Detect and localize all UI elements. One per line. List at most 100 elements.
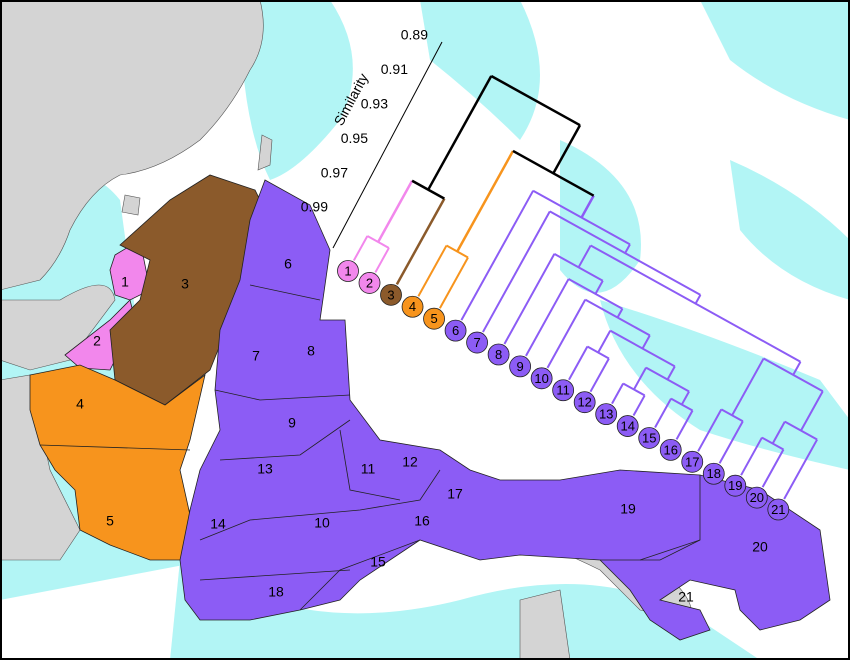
branch — [549, 210, 701, 296]
branch — [731, 357, 765, 416]
leaf-label: 7 — [473, 335, 480, 350]
leaf-label: 15 — [642, 430, 656, 445]
leaf-circle — [702, 462, 725, 485]
region-label: 11 — [361, 461, 376, 477]
leaf-label: 21 — [771, 502, 785, 517]
tick-label: 0.89 — [401, 27, 428, 43]
branch — [654, 398, 672, 428]
leaf-circle — [337, 260, 359, 282]
branch — [503, 253, 556, 345]
branch — [792, 361, 802, 376]
region-label: 14 — [210, 516, 226, 532]
leaf-label: 10 — [534, 371, 548, 386]
branch — [417, 245, 448, 297]
branch — [697, 408, 723, 452]
leaf-circle — [767, 498, 790, 521]
branch — [740, 437, 763, 476]
leaf-circle — [509, 355, 532, 378]
leaf-label: 16 — [664, 442, 678, 457]
leaf-circle — [595, 403, 618, 426]
tick-label: 0.97 — [321, 164, 348, 180]
region-label: 5 — [106, 513, 114, 529]
leaf-label: 14 — [620, 418, 634, 433]
branch — [490, 74, 581, 127]
region-label: 19 — [620, 501, 636, 517]
region-label: 9 — [288, 415, 296, 431]
branch — [377, 180, 414, 243]
branch — [784, 420, 818, 441]
branch — [552, 124, 582, 174]
branch — [395, 198, 446, 285]
axis-line — [332, 41, 443, 249]
branch — [352, 235, 369, 261]
region-label: 2 — [93, 333, 101, 349]
branch — [525, 278, 570, 357]
tick-label: 0.91 — [381, 61, 408, 77]
branch — [680, 390, 690, 406]
leaf-label: 1 — [344, 263, 351, 278]
branch — [616, 308, 624, 318]
region-label: 20 — [752, 539, 768, 555]
branch — [589, 357, 610, 393]
leaf-circle — [380, 283, 402, 306]
branch — [666, 365, 676, 381]
leaf-circle — [638, 427, 661, 449]
leaf-circle — [487, 343, 510, 366]
branch — [624, 243, 631, 254]
leaf-label: 6 — [452, 323, 459, 338]
region-label: 10 — [314, 515, 330, 531]
branch — [771, 421, 786, 445]
branch — [718, 420, 744, 464]
leaf-label: 18 — [707, 466, 721, 481]
branch — [456, 150, 515, 253]
branch — [482, 210, 551, 333]
leaf-label: 12 — [577, 395, 591, 410]
tick-label: 0.95 — [341, 130, 368, 146]
leaf-circle — [573, 391, 596, 414]
branch — [586, 345, 610, 360]
branch — [580, 195, 595, 219]
region-label: 3 — [181, 276, 189, 292]
branch — [439, 256, 469, 309]
branch — [460, 190, 535, 321]
leaf-label: 13 — [599, 407, 613, 422]
region-label: 1 — [121, 274, 129, 290]
leaf-label: 19 — [728, 478, 742, 493]
leaf-circle — [616, 415, 639, 437]
branch — [427, 75, 493, 191]
leaf-circle — [552, 379, 575, 402]
branch — [590, 244, 801, 363]
leaf-label: 4 — [409, 299, 416, 314]
tick-label: 0.99 — [301, 199, 328, 215]
leaf-label: 11 — [556, 383, 570, 398]
tick-label: 0.93 — [361, 96, 388, 112]
branch — [597, 330, 612, 353]
leaf-label: 5 — [430, 311, 437, 326]
region-label: 17 — [447, 486, 463, 502]
region-label: 8 — [307, 343, 315, 359]
region-label: 15 — [370, 554, 386, 570]
leaf-label: 9 — [517, 359, 524, 374]
region-shape — [179, 179, 831, 641]
branch — [594, 280, 604, 295]
branch — [546, 299, 587, 369]
region-label: 16 — [414, 513, 430, 529]
leaf-label: 2 — [366, 275, 373, 290]
dendrogram — [352, 74, 824, 500]
leaf-label: 3 — [387, 287, 394, 302]
leaf-circle — [466, 331, 488, 354]
branch — [761, 449, 785, 488]
region-label: 21 — [678, 589, 694, 605]
regions — [29, 174, 831, 641]
branch — [374, 247, 390, 273]
branch — [633, 367, 647, 390]
branch — [675, 410, 694, 440]
branch — [611, 383, 625, 405]
leaf-circle — [681, 450, 704, 473]
branch — [783, 439, 818, 500]
leaf-circle — [401, 295, 424, 318]
